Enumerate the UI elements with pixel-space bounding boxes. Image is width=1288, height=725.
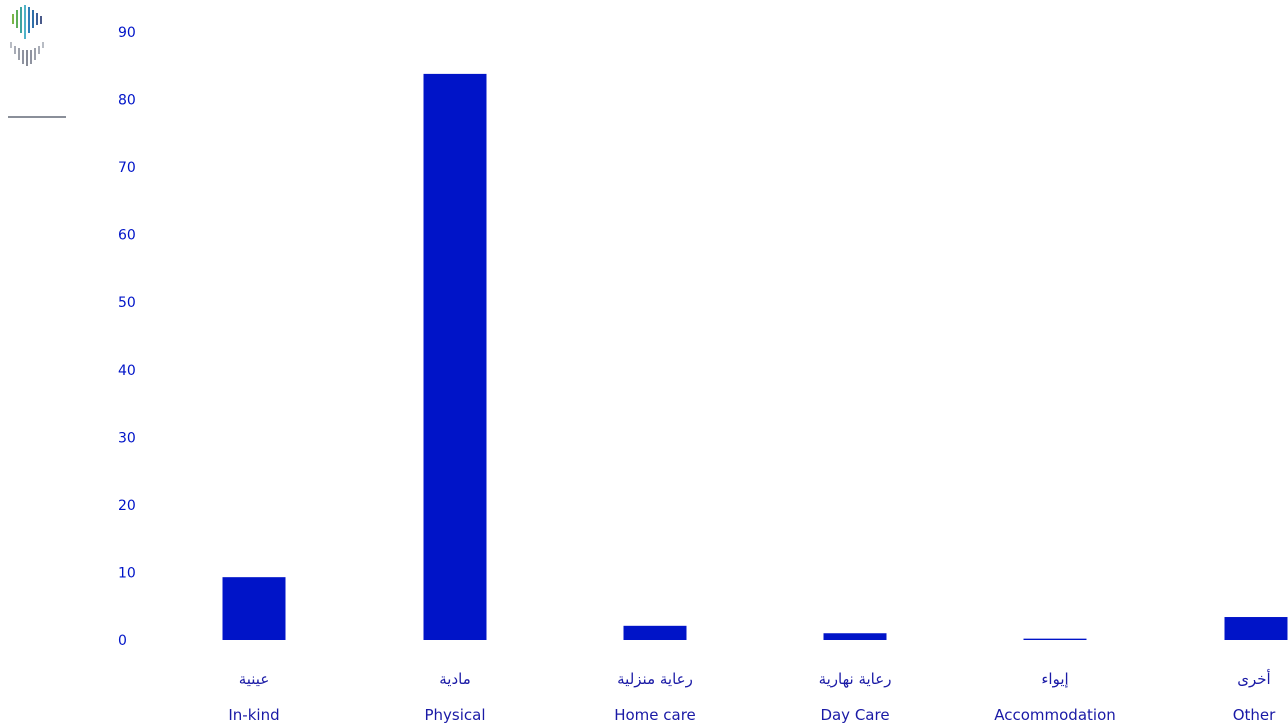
y-tick-label-60: 60 [118, 228, 136, 244]
y-tick-label-90: 90 [118, 25, 136, 41]
y-tick-label-40: 40 [118, 363, 136, 379]
x-label-en-home-care: Home care [614, 706, 696, 724]
y-axis-ticks: 0 10 20 30 40 50 60 70 80 90 [118, 25, 136, 649]
x-label-en-physical: Physical [424, 706, 485, 724]
bar-other [1224, 617, 1288, 640]
bar-accommodation [1023, 638, 1087, 640]
bar-home-care [623, 625, 687, 640]
y-tick-label-30: 30 [118, 430, 136, 446]
bar-day-care [823, 633, 887, 640]
y-tick-label-50: 50 [118, 295, 136, 311]
x-axis-labels: عينية In-kind مادية Physical رعاية منزلية Hom… [228, 669, 1276, 724]
bars [222, 73, 1288, 640]
x-label-en-accommodation: Accommodation [994, 706, 1116, 724]
y-tick-label-80: 80 [118, 93, 136, 109]
y-tick-label-0: 0 [118, 633, 127, 649]
x-label-ar-day-care: رعاية نهارية [819, 670, 892, 688]
x-label-ar-physical: مادية [439, 670, 471, 688]
x-label-en-other: Other [1233, 706, 1276, 724]
y-tick-label-10: 10 [118, 565, 136, 581]
y-tick-label-20: 20 [118, 498, 136, 514]
x-label-ar-home-care: رعاية منزلية [617, 670, 693, 688]
bar-physical [423, 73, 487, 640]
x-label-ar-accommodation: إيواء [1041, 670, 1068, 688]
saudi-statistics-logo [8, 5, 66, 118]
x-label-ar-other: أخرى [1237, 669, 1270, 688]
y-tick-label-70: 70 [118, 160, 136, 176]
x-label-en-day-care: Day Care [820, 706, 889, 724]
bar-in-kind [222, 577, 286, 640]
logo-mark [8, 5, 66, 118]
x-label-ar-in-kind: عينية [239, 670, 270, 688]
x-label-en-in-kind: In-kind [228, 706, 279, 724]
